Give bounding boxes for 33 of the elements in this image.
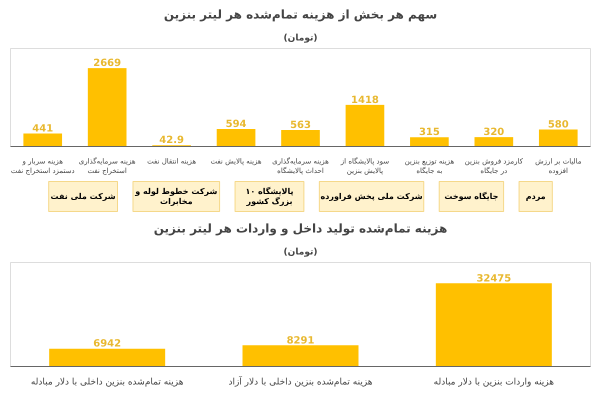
- data-label: 42.9: [159, 135, 184, 146]
- text: ۱۰ پالایشگاه بزرگ کشور: [245, 186, 294, 206]
- data-label: 594: [226, 119, 247, 130]
- text: شرکت ملی پخش فراورده: [320, 192, 423, 201]
- bar: [538, 129, 578, 146]
- text: شرکت ملی نفت: [50, 192, 116, 201]
- x-tick-label: هزینه تمام‌شده بنزین داخلی با دلار مبادله: [30, 378, 184, 388]
- data-label: 2669: [93, 58, 122, 70]
- chart-subtitle: (تومان): [284, 34, 318, 44]
- x-tick-label: هزینه تمام‌شده بنزین داخلی با دلار آزاد: [228, 376, 373, 388]
- data-label: 1418: [351, 94, 379, 106]
- chart-title: سهم هر بخش از هزینه تمام‌شده هر لیتر بنزین: [164, 8, 438, 22]
- chart-title: هزینه تمام‌شده تولید داخل و واردات هر لیتر بنزین: [154, 222, 448, 236]
- bar: [474, 137, 514, 146]
- bar: [410, 137, 449, 146]
- bar: [281, 130, 320, 146]
- data-label: 580: [548, 119, 569, 130]
- text: جایگاه سوخت: [444, 191, 499, 201]
- chart-subtitle: (تومان): [284, 248, 318, 258]
- data-label: 320: [483, 127, 504, 138]
- bar: [23, 134, 62, 146]
- data-label: 441: [32, 124, 54, 135]
- data-label: 563: [290, 120, 311, 131]
- data-label: 8291: [286, 335, 314, 346]
- bar: [216, 129, 256, 146]
- text: شرکت خطوط لوله و مخابرات: [134, 187, 218, 206]
- data-label: 32475: [476, 273, 512, 284]
- data-label: 6942: [93, 338, 122, 350]
- bar: [88, 68, 126, 146]
- text: مردم: [526, 192, 546, 201]
- x-tick-label: هزینه واردات بنزین با دلار مبادله: [434, 378, 554, 388]
- bar: [346, 104, 384, 146]
- data-label: 315: [418, 127, 440, 138]
